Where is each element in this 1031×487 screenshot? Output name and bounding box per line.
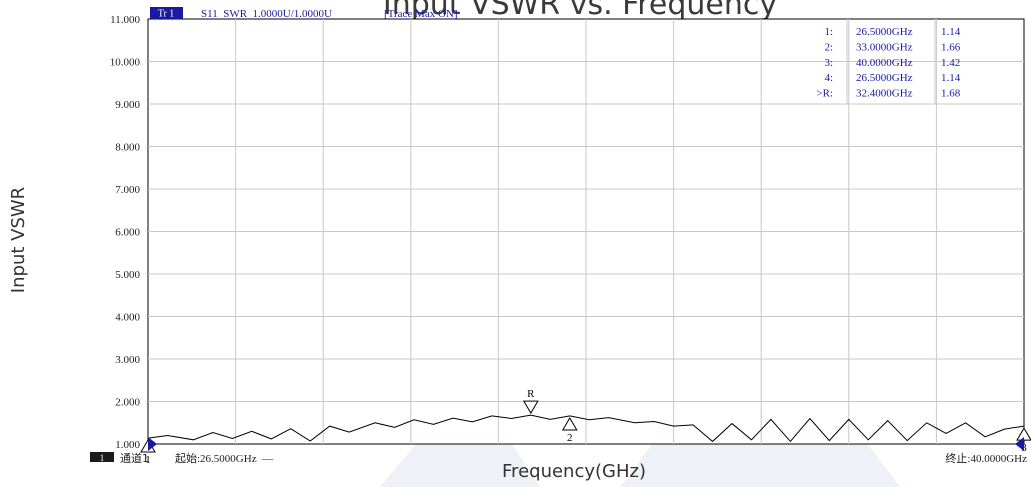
- y-tick-label: 4.000: [115, 312, 140, 324]
- trace-badge[interactable]: Tr 1: [158, 9, 175, 20]
- y-axis-ticks: 1.000 2.000 3.000 4.000 5.000 6.000 7.000 8.000…: [110, 14, 141, 451]
- marker-table: 1: 26.5000GHz 1.14 2: 33.0000GHz 1.66 3: 40.000…: [816, 19, 961, 104]
- y-tick-label: 10.000: [110, 57, 141, 69]
- y-tick-label: 9.000: [115, 99, 140, 111]
- markers: R 2 3 1: [140, 388, 1031, 466]
- x-axis-title: Frequency(GHz): [502, 461, 646, 482]
- start-frequency-label: 起始:26.5000GHz —: [175, 451, 274, 465]
- marker-table-frequency: 26.5000GHz: [856, 72, 913, 84]
- y-tick-label: 3.000: [115, 354, 140, 366]
- y-tick-label: 5.000: [115, 269, 140, 281]
- marker-table-value: 1.66: [941, 41, 961, 53]
- marker-table-frequency: 40.0000GHz: [856, 57, 913, 69]
- trace-max-status: [Trace Max ON]: [384, 8, 458, 20]
- marker-R-triangle[interactable]: [522, 400, 539, 415]
- marker-2-label: 2: [567, 432, 573, 444]
- trace-info: S11 SWR 1.0000U/1.0000U: [201, 8, 332, 20]
- marker-table-id: 1:: [824, 26, 833, 38]
- s11-trace-line: [147, 414, 1025, 443]
- marker-table-id: >R:: [816, 88, 833, 100]
- marker-table-value: 1.14: [941, 72, 961, 84]
- marker-R-label: R: [527, 388, 535, 400]
- y-axis-title: Input VSWR: [8, 187, 29, 293]
- marker-table-value: 1.42: [941, 57, 960, 69]
- y-tick-label: 11.000: [110, 14, 140, 26]
- marker-3-label: 3: [1021, 442, 1027, 454]
- marker-table-frequency: 33.0000GHz: [856, 41, 913, 53]
- channel-badge-bg: [90, 452, 114, 462]
- y-tick-label: 2.000: [115, 397, 140, 409]
- marker-2-triangle[interactable]: [561, 416, 578, 431]
- marker-table-id: 3:: [824, 57, 833, 69]
- trace-badge-bg: [150, 7, 183, 19]
- marker-table-value: 1.14: [941, 26, 961, 38]
- stop-edge-indicator: [1015, 437, 1024, 451]
- channel-badge[interactable]: 1: [100, 453, 105, 463]
- marker-table-id: 2:: [824, 41, 833, 53]
- y-tick-label: 7.000: [115, 184, 140, 196]
- y-tick-label: 1.000: [115, 439, 140, 451]
- y-tick-label: 8.000: [115, 142, 140, 154]
- start-edge-indicator: [148, 437, 157, 451]
- stop-frequency-label: 终止:40.0000GHz: [945, 451, 1027, 465]
- y-tick-label: 6.000: [115, 227, 140, 239]
- chart-title: Input VSWR vs. Frequency: [383, 0, 777, 22]
- grid-lines: [148, 19, 1024, 444]
- marker-table-frequency: 32.4000GHz: [856, 88, 913, 100]
- channel-label: 通道1: [120, 451, 149, 465]
- marker-1-label: 1: [145, 454, 151, 466]
- marker-table-value: 1.68: [941, 88, 961, 100]
- marker-table-frequency: 26.5000GHz: [856, 26, 913, 38]
- marker-table-id: 4:: [824, 72, 833, 84]
